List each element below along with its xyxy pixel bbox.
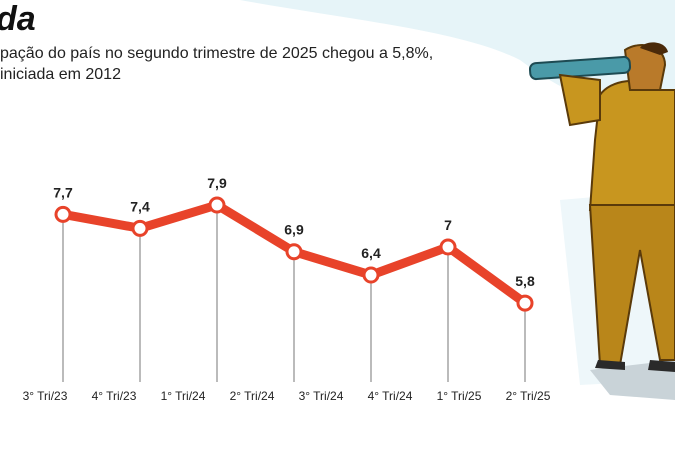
point [54,205,72,223]
point [362,266,380,284]
data-label: 7,9 [207,175,227,191]
x-tick-label: 1° Tri/25 [437,389,482,403]
point [285,243,303,261]
x-tick-label: 1° Tri/24 [161,389,206,403]
point [516,294,534,312]
point [131,219,149,237]
data-label: 6,4 [361,245,381,261]
man-with-telescope [528,42,675,372]
x-tick-label: 3° Tri/23 [23,389,68,403]
data-label: 7,7 [53,184,73,200]
point [208,196,226,214]
x-tick-label: 2° Tri/24 [230,389,275,403]
point [439,238,457,256]
x-tick-label: 4° Tri/24 [368,389,413,403]
data-label: 6,9 [284,222,304,238]
x-tick-label: 4° Tri/23 [92,389,137,403]
data-label: 7,4 [130,198,150,214]
chart-title: da [0,0,36,38]
subtitle: pação do país no segundo trimestre de 20… [0,45,433,62]
data-label: 7 [444,217,452,233]
x-tick-label: 2° Tri/25 [506,389,551,403]
x-tick-label: 3° Tri/24 [299,389,344,403]
subtitle: iniciada em 2012 [0,66,121,83]
data-label: 5,8 [515,273,535,289]
